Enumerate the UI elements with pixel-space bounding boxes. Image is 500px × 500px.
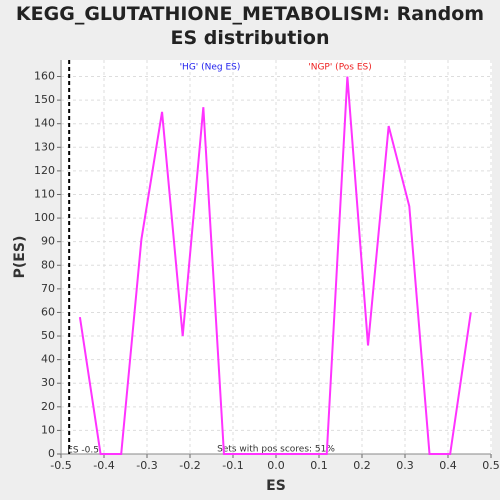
y-tick-label: 110	[34, 187, 55, 200]
y-tick-label: 100	[34, 211, 55, 224]
x-tick-label: 0.1	[310, 459, 328, 472]
y-axis-label: P(ES)	[12, 236, 28, 279]
series-line	[78, 76, 472, 455]
y-tick-label: 150	[34, 93, 55, 106]
x-tick-label: 0.0	[267, 459, 285, 472]
x-tick-label: 0.2	[353, 459, 371, 472]
x-tick-label: -0.5	[50, 459, 71, 472]
y-tick-label: 40	[41, 353, 55, 366]
y-tick-label: 140	[34, 117, 55, 130]
observed-es-label: ES -0.5	[67, 446, 99, 456]
y-tick-label: 130	[34, 140, 55, 153]
annotation: 'HG' (Neg ES)	[180, 63, 241, 73]
annotation: 'NGP' (Pos ES)	[308, 63, 372, 73]
y-tick-label: 80	[41, 258, 55, 271]
x-tick-label: -0.4	[93, 459, 114, 472]
x-tick-label: 0.5	[482, 459, 500, 472]
y-tick-label: 90	[41, 235, 55, 248]
y-tick-label: 20	[41, 400, 55, 413]
y-tick-label: 50	[41, 329, 55, 342]
x-tick-label: 0.3	[396, 459, 414, 472]
chart-title: KEGG_GLUTATHIONE_METABOLISM: Random ES d…	[15, 3, 485, 49]
x-axis-label: ES	[266, 478, 286, 494]
x-tick-label: 0.4	[439, 459, 457, 472]
x-tick-label: -0.2	[179, 459, 200, 472]
y-tick-label: 0	[48, 447, 55, 460]
y-tick-label: 30	[41, 376, 55, 389]
x-tick-label: -0.1	[222, 459, 243, 472]
y-tick-label: 10	[41, 423, 55, 436]
y-tick-label: 120	[34, 164, 55, 177]
plot-area	[60, 60, 492, 454]
y-tick-label: 70	[41, 282, 55, 295]
x-tick-label: -0.3	[136, 459, 157, 472]
y-tick-label: 160	[34, 70, 55, 83]
footnote: Sets with pos scores: 51%	[217, 445, 335, 455]
y-tick-label: 60	[41, 305, 55, 318]
